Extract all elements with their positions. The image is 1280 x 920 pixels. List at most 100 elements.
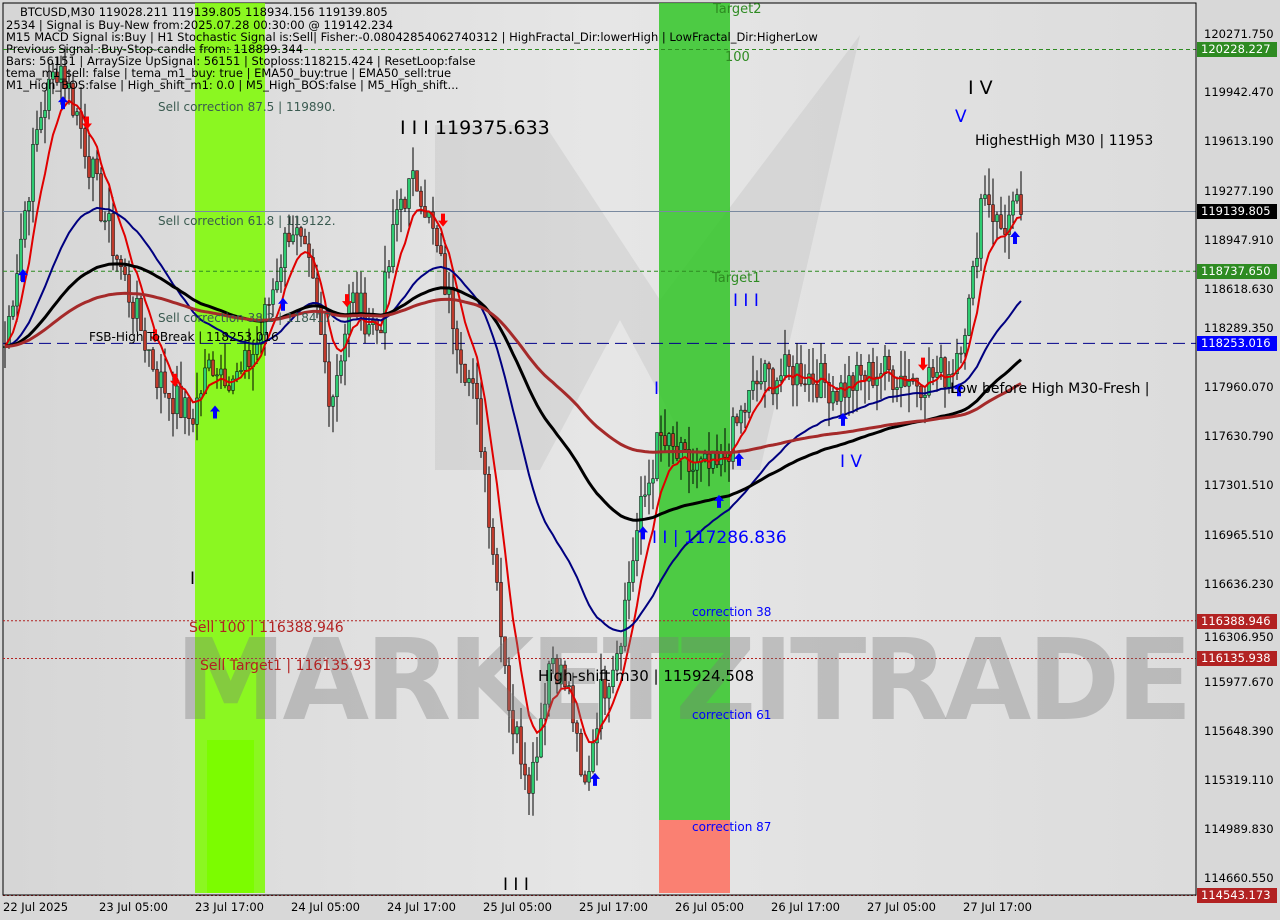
candle-body [515, 726, 519, 735]
candle-body [135, 298, 139, 319]
candle-body [511, 710, 515, 735]
candle-body [867, 362, 871, 382]
candle-body [991, 204, 995, 222]
candle-body [519, 726, 523, 765]
candle-body [19, 238, 23, 274]
candle-body [747, 390, 751, 413]
candle-body [275, 281, 279, 291]
candle-body [411, 170, 415, 179]
candle-body [179, 385, 183, 418]
sell-correction-875: Sell correction 87.5 | 119890. [158, 100, 336, 114]
candle-body [807, 373, 811, 385]
candle-body [479, 398, 483, 452]
candle-body [159, 371, 163, 388]
candle-body [47, 78, 51, 111]
candle-body [547, 663, 551, 705]
y-tick-label: 115977.670 [1204, 675, 1274, 689]
y-tick-label: 120271.750 [1204, 27, 1274, 42]
candle-body [523, 763, 527, 776]
candle-body [571, 685, 575, 724]
y-tick-label: 117960.070 [1204, 380, 1274, 394]
sell-arrow-icon [170, 373, 180, 387]
candle-body [99, 173, 103, 222]
candle-body [659, 432, 663, 436]
sell-correction-618: Sell correction 61.8 | 119122. [158, 214, 336, 228]
candle-body [955, 353, 959, 374]
candle-body [735, 416, 739, 424]
candle-body [107, 213, 111, 222]
y-tick-label: 119942.470 [1204, 85, 1274, 99]
candle-body [111, 213, 115, 256]
y-tick-label: 116965.510 [1204, 528, 1274, 542]
buy-arrow-icon [58, 96, 68, 110]
candle-body [899, 375, 903, 388]
candle-body [59, 65, 63, 83]
price-tag: 116388.946 [1197, 613, 1277, 629]
candle-body [87, 156, 91, 178]
buy-arrow-icon [1010, 230, 1020, 244]
candle-body [527, 774, 531, 794]
candle-body [127, 274, 131, 303]
price-tag: 114543.173 [1197, 888, 1277, 904]
candle-body [967, 297, 971, 336]
candle-body [839, 382, 843, 402]
wave-iv-black-label: I V [968, 77, 993, 99]
sell-arrow-icon [150, 329, 160, 343]
buy-arrow-icon [18, 269, 28, 283]
candle-body [379, 329, 383, 334]
candle-body [171, 398, 175, 415]
candle-body [959, 352, 963, 355]
candle-body [871, 362, 875, 386]
y-tick-label: 115319.110 [1204, 773, 1274, 787]
candle-body [299, 227, 303, 237]
target-100-label: 100 [725, 50, 750, 65]
candle-body [139, 298, 143, 331]
wave-iii-top-label: I I I 119375.633 [400, 117, 550, 139]
candle-body [1015, 194, 1019, 202]
candle-body [483, 451, 487, 475]
wave-ii-blue-label: I I | 117286.836 [652, 528, 787, 548]
candle-body [439, 245, 443, 254]
candle-body [855, 364, 859, 391]
candle-body [271, 289, 275, 305]
candle-body [91, 158, 95, 178]
buy-arrow-icon [210, 405, 220, 419]
candle-body [51, 71, 55, 80]
candle-body [531, 761, 535, 794]
candle-body [103, 220, 107, 223]
candle-body [419, 190, 423, 207]
sell-arrow-icon [918, 357, 928, 371]
y-tick-label: 119277.190 [1204, 184, 1274, 198]
x-tick-label: 22 Jul 2025 [3, 900, 69, 914]
candle-body [939, 357, 943, 373]
price-tag: 119139.805 [1197, 204, 1277, 220]
candle-body [559, 664, 563, 685]
candle-body [671, 433, 675, 447]
candle-body [667, 433, 671, 446]
candle-body [155, 369, 159, 388]
candle-body [151, 349, 155, 370]
candle-body [303, 235, 307, 245]
tema-line: tema_m1_sell: false | tema_m1_buy: true … [6, 66, 452, 80]
y-tick-label: 116636.230 [1204, 577, 1274, 591]
price-tag: 118737.650 [1197, 264, 1277, 280]
candle-body [615, 653, 619, 671]
candle-body [591, 742, 595, 772]
candle-body [71, 83, 75, 116]
candle-body [75, 111, 79, 116]
x-tick-label: 26 Jul 05:00 [675, 900, 744, 914]
x-tick-label: 23 Jul 05:00 [99, 900, 168, 914]
candle-body [487, 474, 491, 528]
candle-body [187, 397, 191, 419]
candle-body [323, 334, 327, 363]
candle-body [799, 363, 803, 385]
high-shift-label: High-shift m30 | 115924.508 [538, 667, 754, 685]
wave-iv-blue-label: I V [840, 452, 863, 472]
candle-body [463, 363, 467, 383]
candle-body [347, 302, 351, 335]
candle-body [243, 350, 247, 371]
candle-body [779, 375, 783, 381]
fsb-high-label: FSB-High ToBreak | 118253.016 [89, 330, 279, 344]
candle-body [815, 383, 819, 398]
candle-body [499, 582, 503, 638]
